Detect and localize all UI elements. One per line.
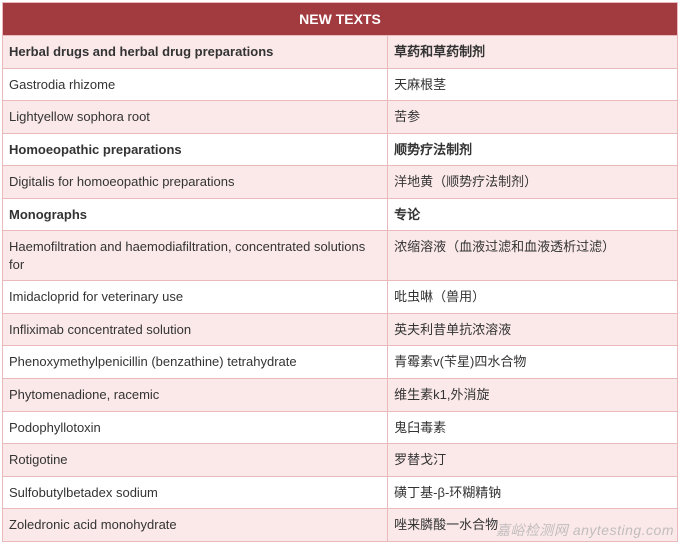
cell-en: Zoledronic acid monohydrate — [3, 509, 387, 541]
cell-zh: 英夫利昔单抗浓溶液 — [387, 314, 677, 346]
table-row: Digitalis for homoeopathic preparations洋… — [2, 166, 678, 199]
section-row: Monographs专论 — [2, 199, 678, 232]
table-row: Lightyellow sophora root苦参 — [2, 101, 678, 134]
table-row: Imidacloprid for veterinary use吡虫啉（兽用） — [2, 281, 678, 314]
cell-zh: 顺势疗法制剂 — [387, 134, 677, 166]
table-row: Rotigotine罗替戈汀 — [2, 444, 678, 477]
cell-zh: 青霉素v(苄星)四水合物 — [387, 346, 677, 378]
table-row: Haemofiltration and haemodiafiltration, … — [2, 231, 678, 281]
cell-zh: 洋地黄（顺势疗法制剂） — [387, 166, 677, 198]
cell-en: Podophyllotoxin — [3, 412, 387, 444]
cell-en: Imidacloprid for veterinary use — [3, 281, 387, 313]
cell-en: Herbal drugs and herbal drug preparation… — [3, 36, 387, 68]
cell-zh: 吡虫啉（兽用） — [387, 281, 677, 313]
cell-zh: 浓缩溶液（血液过滤和血液透析过滤） — [387, 231, 677, 280]
cell-zh: 天麻根茎 — [387, 69, 677, 101]
table-header: NEW TEXTS — [2, 2, 678, 36]
cell-en: Sulfobutylbetadex sodium — [3, 477, 387, 509]
cell-en: Digitalis for homoeopathic preparations — [3, 166, 387, 198]
cell-en: Gastrodia rhizome — [3, 69, 387, 101]
table-row: Phenoxymethylpenicillin (benzathine) tet… — [2, 346, 678, 379]
table-row: Infliximab concentrated solution英夫利昔单抗浓溶… — [2, 314, 678, 347]
cell-en: Monographs — [3, 199, 387, 231]
cell-en: Infliximab concentrated solution — [3, 314, 387, 346]
cell-en: Phytomenadione, racemic — [3, 379, 387, 411]
table-row: Zoledronic acid monohydrate唑来膦酸一水合物 — [2, 509, 678, 542]
table-body: Herbal drugs and herbal drug preparation… — [2, 36, 678, 542]
table-row: Gastrodia rhizome天麻根茎 — [2, 69, 678, 102]
table-row: Podophyllotoxin鬼臼毒素 — [2, 412, 678, 445]
cell-en: Rotigotine — [3, 444, 387, 476]
cell-zh: 草药和草药制剂 — [387, 36, 677, 68]
new-texts-table: NEW TEXTS Herbal drugs and herbal drug p… — [2, 2, 678, 542]
cell-en: Lightyellow sophora root — [3, 101, 387, 133]
cell-en: Homoeopathic preparations — [3, 134, 387, 166]
table-row: Sulfobutylbetadex sodium磺丁基-β-环糊精钠 — [2, 477, 678, 510]
cell-en: Haemofiltration and haemodiafiltration, … — [3, 231, 387, 280]
cell-en: Phenoxymethylpenicillin (benzathine) tet… — [3, 346, 387, 378]
cell-zh: 磺丁基-β-环糊精钠 — [387, 477, 677, 509]
section-row: Herbal drugs and herbal drug preparation… — [2, 36, 678, 69]
cell-zh: 苦参 — [387, 101, 677, 133]
table-row: Phytomenadione, racemic维生素k1,外消旋 — [2, 379, 678, 412]
cell-zh: 鬼臼毒素 — [387, 412, 677, 444]
cell-zh: 维生素k1,外消旋 — [387, 379, 677, 411]
section-row: Homoeopathic preparations顺势疗法制剂 — [2, 134, 678, 167]
cell-zh: 唑来膦酸一水合物 — [387, 509, 677, 541]
cell-zh: 罗替戈汀 — [387, 444, 677, 476]
cell-zh: 专论 — [387, 199, 677, 231]
